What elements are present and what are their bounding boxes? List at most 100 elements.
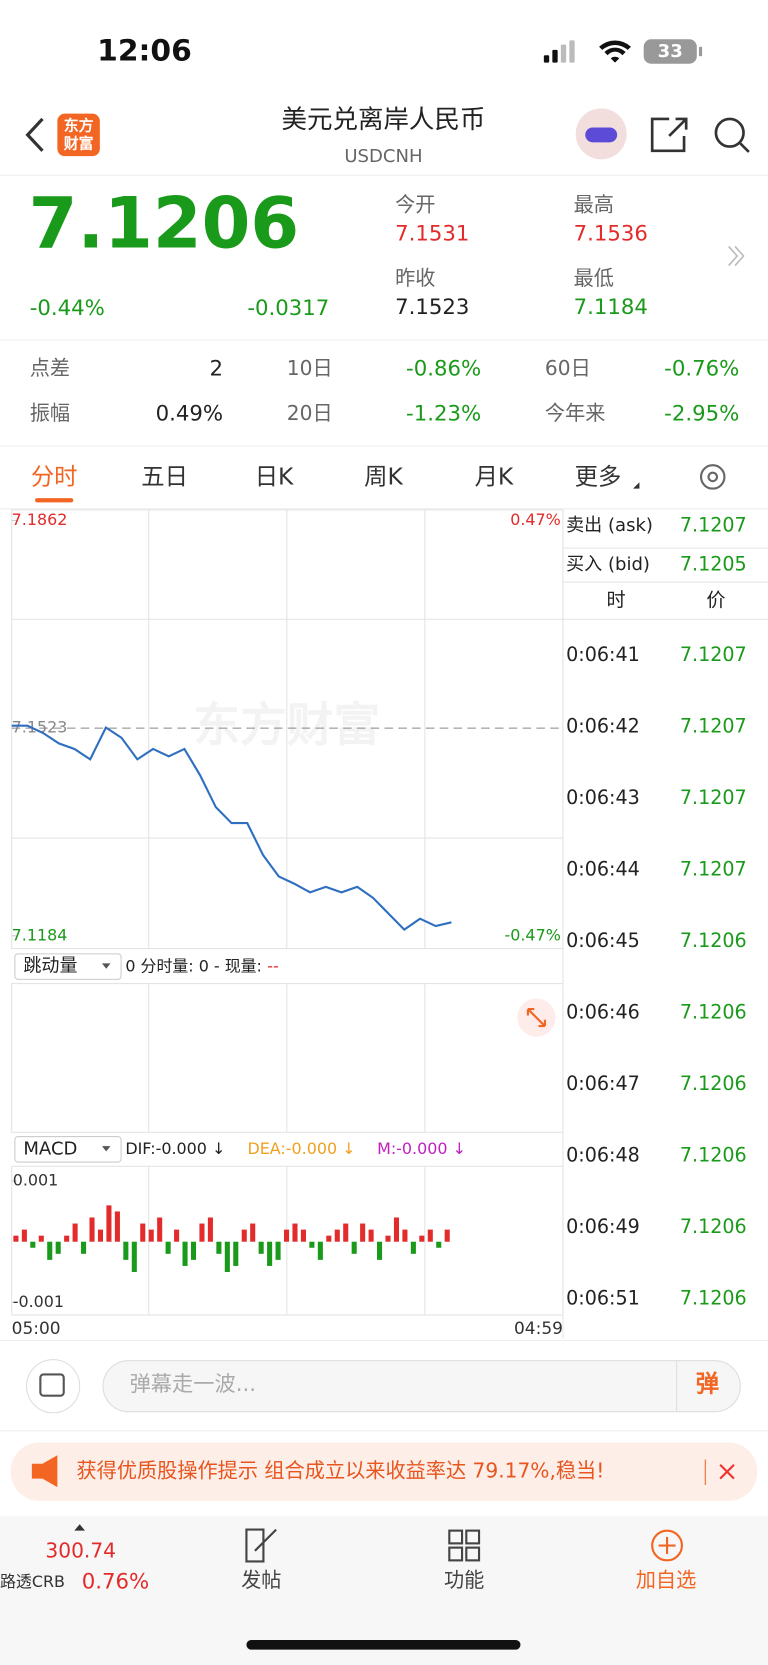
macd-bar xyxy=(292,1223,298,1242)
more-chevron[interactable] xyxy=(728,245,745,267)
layout: 12:06 33 东方财富 美元兑离岸人民币 USDCNH 7.1206 -0.44% -0.… xyxy=(0,34,768,1665)
index-pct: 0.76% xyxy=(82,1570,149,1595)
macd-bar xyxy=(283,1229,290,1242)
last-price: 7.1206 xyxy=(29,182,299,264)
close-icon[interactable] xyxy=(719,1464,735,1480)
macd-bar xyxy=(351,1241,357,1254)
volume-info-text: 0 分时量: 0 - 现量: xyxy=(125,956,262,975)
search-icon[interactable] xyxy=(714,117,750,153)
macd-bar xyxy=(21,1229,27,1242)
field-label: 最低 xyxy=(574,266,614,290)
macd-bar xyxy=(343,1223,349,1242)
macd-bar xyxy=(72,1223,78,1242)
macd-selector: MACD xyxy=(23,1138,77,1159)
macd-bar xyxy=(410,1241,416,1254)
up-caret xyxy=(74,1524,85,1531)
stat-label: 10日 xyxy=(287,356,333,380)
trade-price: 7.1206 xyxy=(680,1286,747,1309)
stat-value: 2 xyxy=(210,357,224,382)
macd-m: M:-0.000 ↓ xyxy=(377,1139,466,1158)
trade-time: 0:06:41 xyxy=(566,643,640,666)
tab[interactable]: 更多 xyxy=(575,462,622,490)
trade-time: 0:06:51 xyxy=(566,1286,640,1309)
tab[interactable]: 月K xyxy=(475,462,514,490)
macd-bar xyxy=(207,1217,213,1242)
macd-bar xyxy=(55,1241,61,1254)
caret xyxy=(101,963,111,969)
volume-selector-box[interactable] xyxy=(14,953,122,980)
logo xyxy=(57,113,100,157)
function-icon[interactable] xyxy=(448,1529,481,1562)
stat-label: 20日 xyxy=(287,401,333,425)
caret xyxy=(101,1146,111,1152)
field-label: 昨收 xyxy=(395,266,435,290)
trade-price: 7.1206 xyxy=(680,1143,747,1166)
macd-bar xyxy=(81,1241,87,1254)
macd-bar xyxy=(317,1241,323,1260)
share-icon[interactable] xyxy=(650,117,688,153)
y-tick-label: 7.1862 xyxy=(12,510,68,529)
tab[interactable]: 日K xyxy=(255,462,294,490)
macd-bar xyxy=(233,1241,239,1266)
comment-list-button[interactable] xyxy=(26,1359,81,1414)
column-header: 价 xyxy=(706,589,725,612)
field-value: 7.1536 xyxy=(574,222,648,247)
macd-bar xyxy=(165,1241,171,1254)
field-value: 7.1523 xyxy=(395,295,469,320)
macd-bar xyxy=(258,1241,264,1254)
change-amount: -0.0317 xyxy=(247,296,329,321)
post-icon[interactable] xyxy=(245,1528,277,1563)
trade-price: 7.1206 xyxy=(680,929,747,952)
macd-bar xyxy=(300,1229,306,1242)
home-indicator xyxy=(246,1640,521,1650)
tab[interactable]: 分时 xyxy=(31,462,78,490)
ask-value: 7.1207 xyxy=(680,513,747,536)
macd-bar xyxy=(157,1217,163,1242)
macd-bar xyxy=(402,1229,408,1242)
stat-label: 60日 xyxy=(545,356,591,380)
stat-label: 今年来 xyxy=(545,401,606,425)
macd-bar xyxy=(326,1235,332,1242)
column-header: 时 xyxy=(607,589,626,612)
index-value: 300.74 xyxy=(45,1538,116,1562)
page-title: 美元兑离岸人民币 xyxy=(282,105,486,135)
trade-price: 7.1207 xyxy=(680,857,747,880)
y-tick-label: 7.1184 xyxy=(12,925,68,944)
macd-bar xyxy=(436,1241,442,1248)
trade-time: 0:06:43 xyxy=(566,786,640,809)
comment-input[interactable] xyxy=(102,1360,741,1413)
nav-item[interactable]: 加自选 xyxy=(636,1568,697,1592)
trade-price: 7.1207 xyxy=(680,786,747,809)
nav-item[interactable]: 发帖 xyxy=(241,1568,281,1592)
back-icon[interactable] xyxy=(25,117,44,152)
settings-icon[interactable] xyxy=(699,464,726,490)
tab[interactable]: 周K xyxy=(364,462,403,490)
tab[interactable]: 五日 xyxy=(141,462,188,490)
macd-selector-box[interactable] xyxy=(14,1136,122,1163)
pct-label: 0.47% xyxy=(510,510,561,529)
danmaku-button[interactable]: 弹 xyxy=(696,1370,719,1398)
add-icon[interactable] xyxy=(651,1529,683,1562)
trade-time: 0:06:47 xyxy=(566,1072,640,1095)
macd-bar xyxy=(190,1241,197,1260)
pct-label: -0.47% xyxy=(505,925,561,944)
battery-level: 33 xyxy=(658,41,683,62)
banner[interactable] xyxy=(10,1442,758,1501)
watermark: 东方财富 xyxy=(193,699,380,753)
tab-underline xyxy=(35,498,74,503)
bid-value: 7.1205 xyxy=(680,553,747,576)
trade-time: 0:06:44 xyxy=(566,857,640,880)
trade-time: 0:06:49 xyxy=(566,1215,640,1238)
macd-dea: DEA:-0.000 ↓ xyxy=(247,1139,355,1158)
macd-bar xyxy=(38,1235,44,1242)
index-name: 路透CRB xyxy=(0,1572,65,1591)
macd-bar xyxy=(309,1241,315,1248)
y-tick-label: 7.1523 xyxy=(12,718,68,737)
macd-bar xyxy=(267,1241,273,1266)
trade-price: 7.1207 xyxy=(680,643,747,666)
macd-bar xyxy=(174,1229,180,1242)
nav-item[interactable]: 功能 xyxy=(444,1568,484,1592)
macd-bar xyxy=(368,1229,374,1242)
trade-price: 7.1206 xyxy=(680,1215,747,1238)
